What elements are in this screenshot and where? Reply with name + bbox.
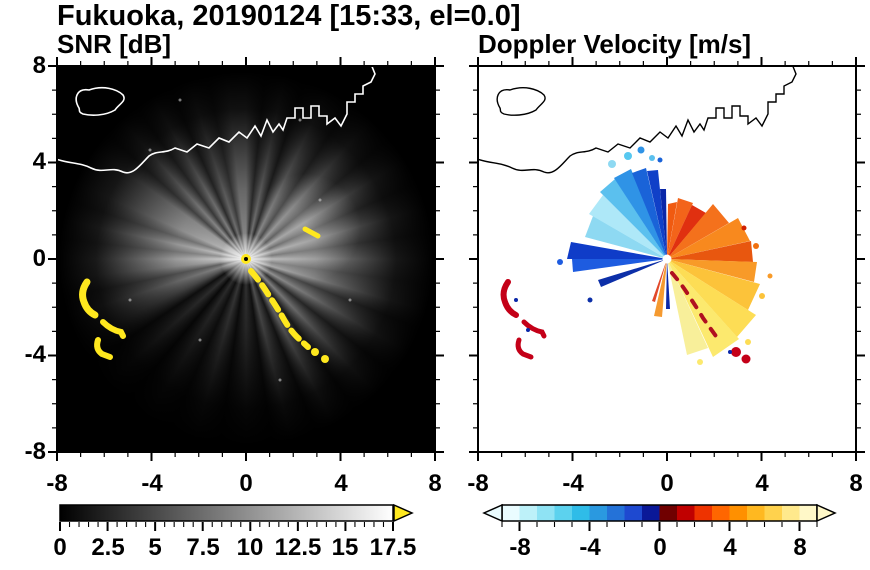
tick-label: -4	[579, 534, 601, 561]
snr-ground-clutter	[79, 226, 321, 360]
clutter-dot	[514, 298, 518, 302]
clutter-dot	[526, 328, 530, 332]
velocity-wedge	[600, 179, 667, 259]
tick-label: 2.5	[91, 534, 125, 561]
tick-label: -4	[141, 470, 163, 497]
snr-panel-vectors	[58, 67, 376, 382]
velocity-wedge	[632, 168, 667, 259]
velocity-wedge	[667, 259, 760, 310]
tick-label: 15	[331, 534, 359, 561]
velocity-wedge	[667, 259, 757, 282]
tick-label: 8	[849, 470, 863, 497]
tick-label: 0	[660, 470, 674, 497]
snr-colorbar	[59, 503, 414, 523]
tick-label: 8	[428, 470, 442, 497]
tick-label: 4	[755, 470, 769, 497]
snr-panel-title: SNR [dB]	[57, 29, 172, 59]
doppler-panel-vectors	[479, 67, 797, 365]
snr-speckles	[128, 98, 352, 382]
velocity-colorbar-left-arrow	[482, 503, 503, 523]
tick-label: 12.5	[274, 534, 322, 561]
velocity-wedge	[654, 259, 667, 317]
doppler-velocity-field	[567, 168, 760, 357]
tick-label: 5	[148, 534, 162, 561]
doppler-panel-title: Doppler Velocity [m/s]	[478, 29, 752, 59]
clutter-dot	[321, 355, 329, 363]
tick-label: 0	[239, 470, 253, 497]
tick-label: 0	[32, 245, 46, 272]
tick-label: 4	[723, 534, 737, 561]
velocity-wedge	[652, 259, 667, 302]
velocity-wedge	[667, 259, 756, 337]
clutter-dot	[311, 348, 319, 356]
velocity-wedge	[589, 195, 667, 259]
doppler-plot-frame	[477, 65, 857, 453]
velocity-wedge	[667, 204, 729, 259]
island-outline-right	[496, 87, 546, 116]
tick-label: -8	[24, 438, 46, 465]
figure-title: Fukuoka, 20190124 [15:33, el=0.0]	[57, 0, 521, 32]
tick-label: 7.5	[186, 534, 220, 561]
radar-site-marker-doppler	[662, 254, 672, 264]
velocity-wedge	[598, 259, 667, 287]
velocity-wedge	[572, 259, 667, 272]
clutter-dot	[741, 354, 751, 364]
snr-colorbar-overflow-arrow	[393, 503, 414, 523]
tick-label: 0	[53, 534, 67, 561]
snr-plot-frame	[56, 65, 436, 453]
island-outline-left	[75, 86, 125, 116]
tick-label: -8	[509, 534, 531, 561]
velocity-wedge	[667, 202, 677, 259]
tick-label: -8	[46, 470, 68, 497]
velocity-wedge	[667, 241, 753, 262]
tick-label: 10	[236, 534, 264, 561]
tick-label: 17.5	[369, 534, 417, 561]
tick-label: 4	[32, 148, 46, 175]
tick-label: 4	[334, 470, 348, 497]
coastline-left	[58, 67, 376, 174]
radar-site-center-dot	[244, 257, 248, 261]
clutter-dot	[731, 347, 741, 357]
tick-label: 8	[793, 534, 807, 561]
tick-label: -4	[24, 341, 46, 368]
doppler-ground-clutter	[500, 271, 720, 360]
tick-label: -4	[562, 470, 584, 497]
velocity-wedge	[667, 218, 750, 259]
velocity-wedge	[660, 189, 667, 259]
velocity-wedge	[614, 169, 667, 259]
velocity-wedge	[666, 259, 670, 309]
tick-label: -8	[467, 470, 489, 497]
coastline-right	[479, 67, 797, 174]
velocity-wedge	[667, 259, 739, 357]
velocity-wedge	[567, 242, 667, 259]
tick-label: 8	[32, 52, 46, 79]
velocity-colorbar-right-arrow	[816, 503, 837, 523]
velocity-wedge	[667, 205, 706, 259]
velocity-wedge	[585, 216, 667, 259]
velocity-colorbar	[482, 503, 837, 523]
velocity-wedge	[647, 170, 667, 259]
tick-label: 0	[653, 534, 667, 561]
velocity-wedge	[667, 198, 693, 259]
clutter-dot	[728, 350, 732, 354]
velocity-speckles	[557, 146, 773, 365]
velocity-wedge	[667, 259, 708, 355]
